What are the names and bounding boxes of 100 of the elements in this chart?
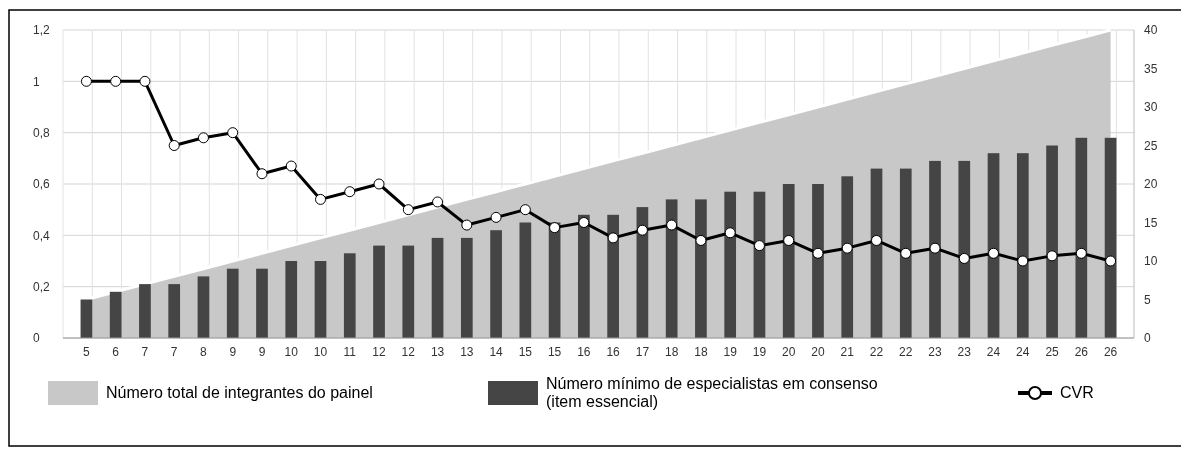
y2-tick-label: 5 [1144, 292, 1151, 307]
point [900, 247, 912, 259]
x-tick-label: 12 [401, 345, 416, 359]
y-tick-label: 1,2 [33, 23, 51, 38]
bar [607, 214, 619, 338]
point [402, 204, 414, 216]
x-tick-label: 26 [1103, 345, 1118, 359]
x-tick-label: 24 [986, 345, 1001, 359]
x-tick-label: 19 [723, 345, 738, 359]
point [110, 75, 122, 87]
point [783, 234, 795, 246]
point [578, 217, 590, 228]
bar [782, 184, 795, 338]
y-tick-label: 0,2 [33, 279, 51, 294]
x-tick-label: 7 [141, 345, 149, 359]
y2-tick-label: 35 [1144, 61, 1158, 76]
x-tick-label: 23 [928, 345, 943, 359]
x-tick-label: 14 [489, 345, 504, 359]
point [812, 247, 824, 259]
x-tick-label: 17 [635, 345, 650, 359]
x-tick-label: 15 [518, 345, 533, 359]
point [227, 127, 239, 139]
point [315, 193, 327, 205]
x-tick-label: 9 [258, 345, 266, 359]
point [753, 240, 765, 252]
point [724, 227, 736, 239]
point [929, 242, 941, 254]
point [80, 75, 92, 87]
bar [695, 199, 707, 338]
bar [109, 291, 122, 338]
bar [724, 191, 737, 338]
y-tick-label: 0 [33, 331, 40, 346]
point [695, 234, 707, 246]
x-tick-label: 5 [83, 345, 91, 359]
point [432, 196, 444, 208]
point [373, 178, 385, 190]
bar [841, 176, 854, 338]
y-tick-label: 1 [33, 74, 40, 89]
x-tick-label: 20 [782, 345, 796, 359]
y-tick-label: 0,8 [33, 125, 51, 140]
y2-tick-label: 25 [1144, 138, 1158, 153]
bar [1075, 137, 1088, 338]
x-tick-label: 9 [229, 345, 237, 359]
bar [168, 284, 181, 338]
bar [80, 299, 93, 338]
bar [753, 191, 766, 338]
point [285, 160, 297, 172]
bar [899, 168, 912, 338]
y2-tick-label: 30 [1144, 100, 1158, 115]
point [1075, 247, 1087, 259]
x-tick-label: 24 [1016, 345, 1030, 359]
point [988, 247, 1000, 259]
x-tick-label: 12 [372, 345, 387, 359]
x-tick-label: 6 [112, 345, 120, 359]
bar [636, 207, 649, 338]
bar [929, 160, 941, 338]
bar [665, 199, 678, 338]
bar [1016, 153, 1029, 338]
point [1046, 250, 1058, 262]
point [256, 168, 268, 180]
bar [226, 268, 239, 338]
y2-tick-label: 0 [1144, 331, 1151, 346]
bar [431, 237, 444, 338]
y-tick-label: 0,4 [33, 228, 51, 243]
legend-label: Número mínimo de especialistas em consenso (item essencial) [546, 375, 878, 410]
x-tick-label: 23 [957, 345, 972, 359]
bar [519, 222, 532, 338]
bar [548, 222, 561, 338]
bar [139, 284, 151, 338]
x-tick-label: 18 [664, 345, 679, 359]
y2-tick-label: 10 [1144, 254, 1158, 269]
bar [402, 245, 415, 338]
bar [578, 214, 590, 338]
x-tick-label: 11 [343, 345, 357, 359]
point [197, 132, 209, 144]
x-tick-label: 13 [430, 345, 445, 359]
bar [373, 245, 385, 338]
x-tick-label: 16 [606, 345, 621, 359]
point [666, 219, 678, 231]
point [1017, 255, 1029, 267]
x-tick-label: 15 [547, 345, 562, 359]
x-tick-label: 19 [752, 345, 767, 359]
point [461, 219, 473, 231]
point [607, 232, 619, 244]
point [549, 222, 561, 234]
x-tick-label: 10 [313, 345, 328, 359]
bar [1046, 145, 1058, 338]
y2-tick-label: 40 [1144, 23, 1158, 38]
y2-tick-label: 15 [1144, 215, 1158, 230]
x-tick-label: 7 [170, 345, 178, 359]
x-tick-label: 8 [200, 345, 208, 359]
point [490, 211, 502, 223]
point [870, 234, 882, 246]
bar [958, 160, 971, 338]
point [168, 140, 180, 151]
bar [812, 184, 824, 338]
bar [987, 153, 1000, 338]
y2-tick-label: 20 [1144, 177, 1158, 192]
point [344, 186, 356, 198]
x-tick-label: 18 [694, 345, 708, 359]
